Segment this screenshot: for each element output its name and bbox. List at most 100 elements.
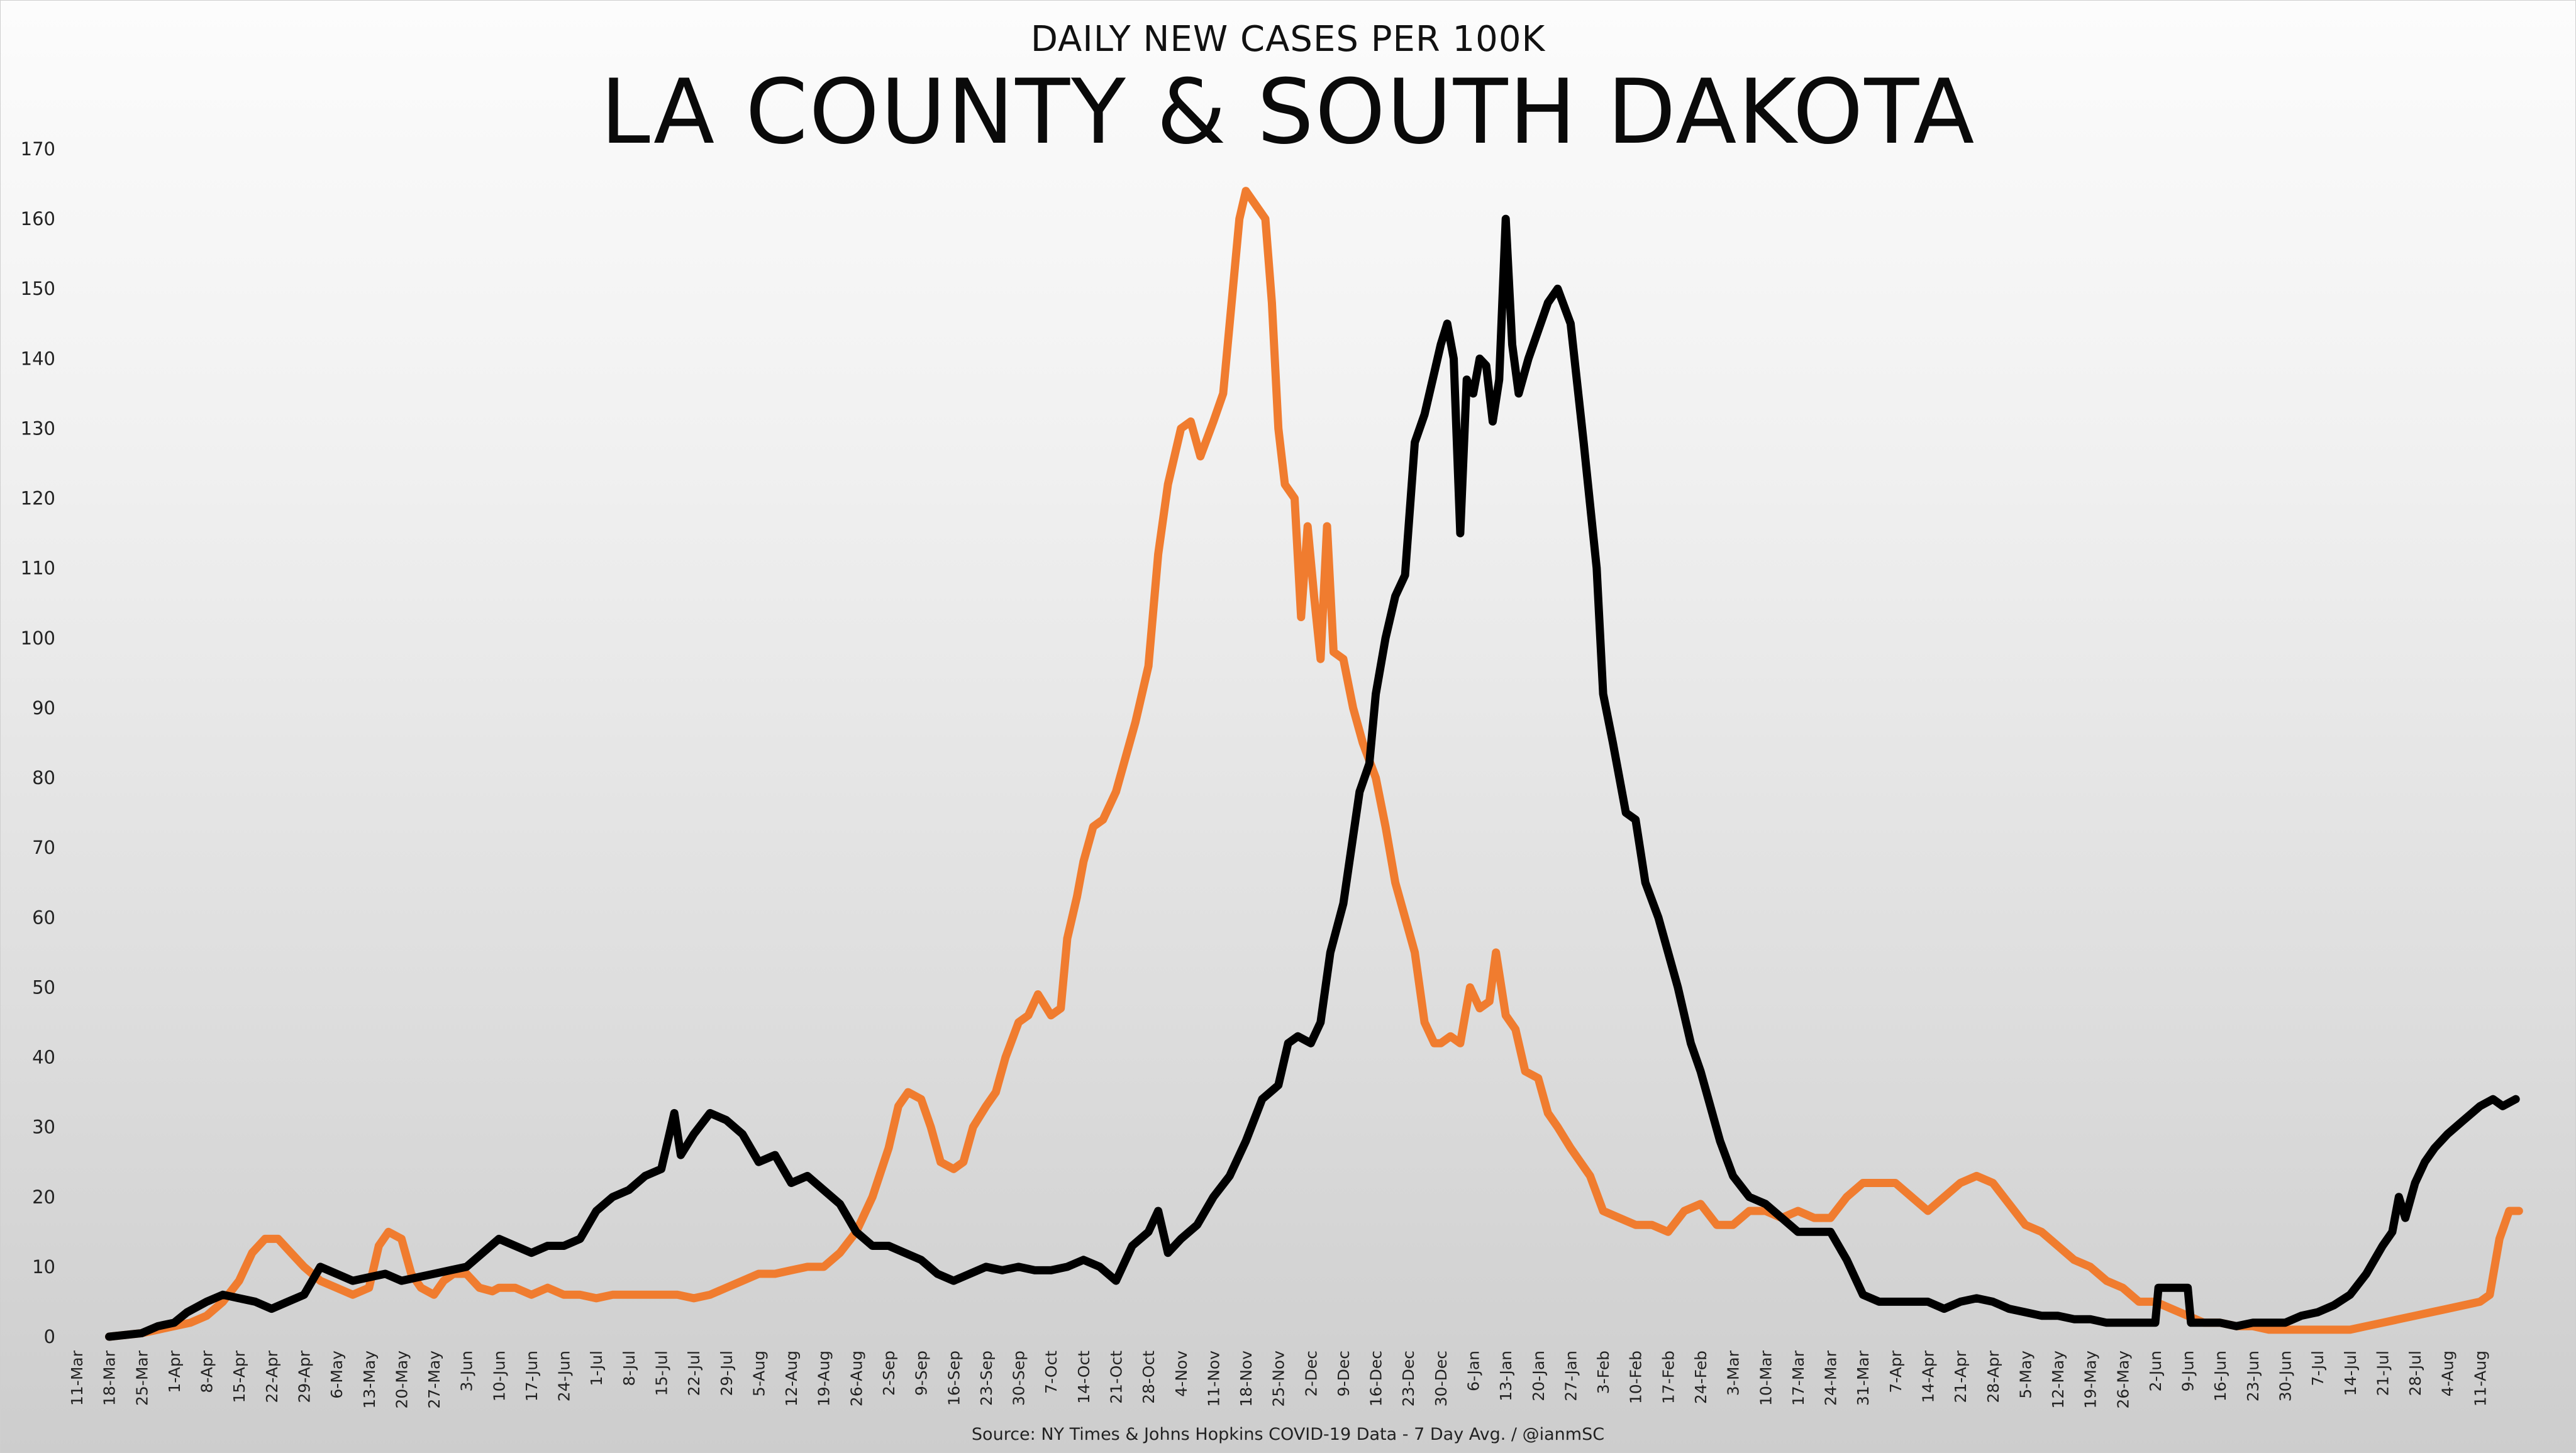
x-tick-label: 1-Jul — [587, 1351, 606, 1386]
y-tick-label: 10 — [32, 1256, 55, 1278]
x-tick-label: 24-Feb — [1692, 1351, 1710, 1404]
x-tick-label: 11-Nov — [1204, 1351, 1223, 1407]
x-tick-label: 7-Apr — [1887, 1350, 1905, 1393]
x-tick-label: 23-Sep — [977, 1351, 996, 1406]
x-tick-label: 25-Nov — [1270, 1351, 1288, 1407]
y-tick-label: 120 — [21, 488, 55, 509]
x-tick-label: 2-Jun — [2146, 1351, 2165, 1391]
x-tick-label: 19-Aug — [815, 1351, 833, 1406]
x-tick-label: 27-Jan — [1562, 1351, 1580, 1401]
x-tick-label: 4-Aug — [2439, 1351, 2457, 1396]
y-tick-label: 80 — [32, 767, 55, 788]
series-line-orange — [105, 187, 2523, 1341]
y-tick-label: 0 — [44, 1326, 55, 1347]
x-tick-label: 30-Sep — [1010, 1351, 1028, 1406]
y-tick-label: 110 — [21, 558, 55, 579]
y-tick-label: 170 — [21, 138, 55, 160]
x-axis: 11-Mar 18-Mar 25-Mar 1-Apr 8-Apr 15-Apr 22-Apr… — [68, 1350, 2489, 1408]
x-tick-label: 29-Apr — [295, 1350, 313, 1403]
x-tick-label: 23-Dec — [1399, 1351, 1418, 1406]
x-tick-label: 3-Feb — [1594, 1351, 1613, 1394]
x-tick-label: 27-May — [425, 1351, 443, 1409]
y-tick-label: 40 — [32, 1047, 55, 1068]
x-tick-label: 10-Mar — [1757, 1350, 1775, 1406]
x-tick-label: 20-Jan — [1530, 1351, 1548, 1401]
x-tick-label: 16-Sep — [945, 1351, 963, 1406]
x-tick-label: 21-Jul — [2373, 1351, 2392, 1396]
x-tick-label: 7-Jul — [2309, 1351, 2327, 1386]
y-tick-label: 20 — [32, 1186, 55, 1208]
chart-title: LA COUNTY & SOUTH DAKOTA — [600, 60, 1976, 164]
x-tick-label: 22-Jul — [685, 1351, 703, 1396]
x-tick-label: 5-May — [2016, 1351, 2035, 1399]
x-tick-label: 15-Jul — [653, 1351, 671, 1396]
x-tick-label: 15-Apr — [230, 1350, 248, 1403]
x-tick-label: 10-Feb — [1627, 1351, 1645, 1404]
x-tick-label: 11-Aug — [2471, 1351, 2489, 1406]
x-tick-label: 4-Nov — [1172, 1351, 1191, 1397]
y-tick-label: 150 — [21, 278, 55, 299]
x-tick-label: 2-Sep — [880, 1351, 898, 1396]
y-tick-label: 100 — [21, 627, 55, 649]
x-tick-label: 25-Mar — [133, 1350, 151, 1406]
x-tick-label: 17-Jun — [523, 1351, 541, 1401]
x-tick-label: 3-Mar — [1724, 1350, 1743, 1396]
x-tick-label: 9-Sep — [913, 1351, 931, 1396]
x-tick-label: 30-Jun — [2277, 1351, 2295, 1401]
x-tick-label: 12-Aug — [782, 1351, 801, 1406]
x-tick-label: 24-Jun — [555, 1351, 574, 1401]
x-tick-label: 17-Feb — [1659, 1351, 1677, 1404]
x-tick-label: 16-Jun — [2211, 1351, 2229, 1401]
x-tick-label: 3-Jun — [458, 1351, 476, 1391]
x-tick-label: 19-May — [2082, 1351, 2100, 1409]
x-tick-label: 23-Jun — [2244, 1351, 2262, 1401]
x-tick-label: 16-Dec — [1367, 1351, 1385, 1406]
x-tick-label: 5-Aug — [750, 1351, 768, 1396]
x-tick-label: 18-Mar — [101, 1350, 119, 1406]
x-tick-label: 8-Apr — [198, 1350, 216, 1393]
x-tick-label: 6-Jan — [1465, 1351, 1483, 1391]
x-tick-label: 26-Aug — [847, 1351, 865, 1406]
y-tick-label: 60 — [32, 907, 55, 928]
x-tick-label: 8-Jul — [620, 1351, 638, 1386]
x-tick-label: 28-Apr — [1984, 1350, 2002, 1403]
x-tick-label: 14-Jul — [2341, 1351, 2360, 1396]
x-tick-label: 6-May — [328, 1351, 346, 1399]
source-note: Source: NY Times & Johns Hopkins COVID-1… — [971, 1425, 1605, 1444]
y-tick-label: 30 — [32, 1117, 55, 1138]
series-lines — [105, 187, 2523, 1341]
x-tick-label: 30-Dec — [1432, 1351, 1450, 1406]
x-tick-label: 1-Apr — [165, 1350, 184, 1393]
y-tick-label: 160 — [21, 208, 55, 229]
x-tick-label: 13-Jan — [1497, 1351, 1515, 1401]
x-tick-label: 11-Mar — [68, 1350, 86, 1406]
x-tick-label: 21-Apr — [1951, 1350, 1970, 1403]
x-tick-label: 14-Oct — [1075, 1351, 1093, 1404]
x-tick-label: 18-Nov — [1237, 1351, 1255, 1407]
x-tick-label: 26-May — [2114, 1351, 2132, 1409]
y-tick-label: 90 — [32, 697, 55, 719]
x-tick-label: 17-Mar — [1789, 1350, 1807, 1406]
x-tick-label: 22-Apr — [263, 1350, 281, 1403]
y-tick-label: 50 — [32, 976, 55, 998]
x-tick-label: 10-Jun — [490, 1351, 508, 1401]
x-tick-label: 7-Oct — [1042, 1351, 1060, 1394]
chart-subtitle: DAILY NEW CASES PER 100K — [1030, 19, 1546, 60]
x-tick-label: 13-May — [360, 1351, 379, 1409]
y-tick-label: 70 — [32, 837, 55, 858]
x-tick-label: 12-May — [2049, 1351, 2067, 1409]
x-tick-label: 24-Mar — [1822, 1350, 1840, 1406]
x-tick-label: 29-Jul — [718, 1351, 736, 1396]
x-tick-label: 31-Mar — [1854, 1350, 1872, 1406]
x-tick-label: 9-Jun — [2179, 1351, 2197, 1391]
x-tick-label: 21-Oct — [1107, 1351, 1125, 1404]
y-tick-label: 130 — [21, 417, 55, 439]
x-tick-label: 28-Jul — [2406, 1351, 2424, 1396]
x-tick-label: 28-Oct — [1140, 1351, 1158, 1404]
y-axis: 0 10 20 30 40 50 60 70 80 90 100 110 120 130 140 150 160… — [21, 138, 55, 1347]
y-tick-label: 140 — [21, 348, 55, 369]
series-line-black — [105, 214, 2520, 1341]
x-tick-label: 14-Apr — [1919, 1350, 1937, 1403]
x-tick-label: 2-Dec — [1302, 1351, 1320, 1396]
